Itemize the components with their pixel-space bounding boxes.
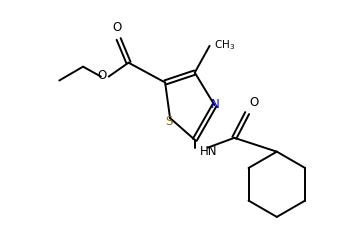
Text: O: O <box>249 96 258 109</box>
Text: N: N <box>211 98 220 111</box>
Text: HN: HN <box>200 145 217 158</box>
Text: O: O <box>97 69 107 82</box>
Text: O: O <box>112 21 121 34</box>
Text: S: S <box>165 114 173 127</box>
Text: CH$_3$: CH$_3$ <box>214 38 235 52</box>
